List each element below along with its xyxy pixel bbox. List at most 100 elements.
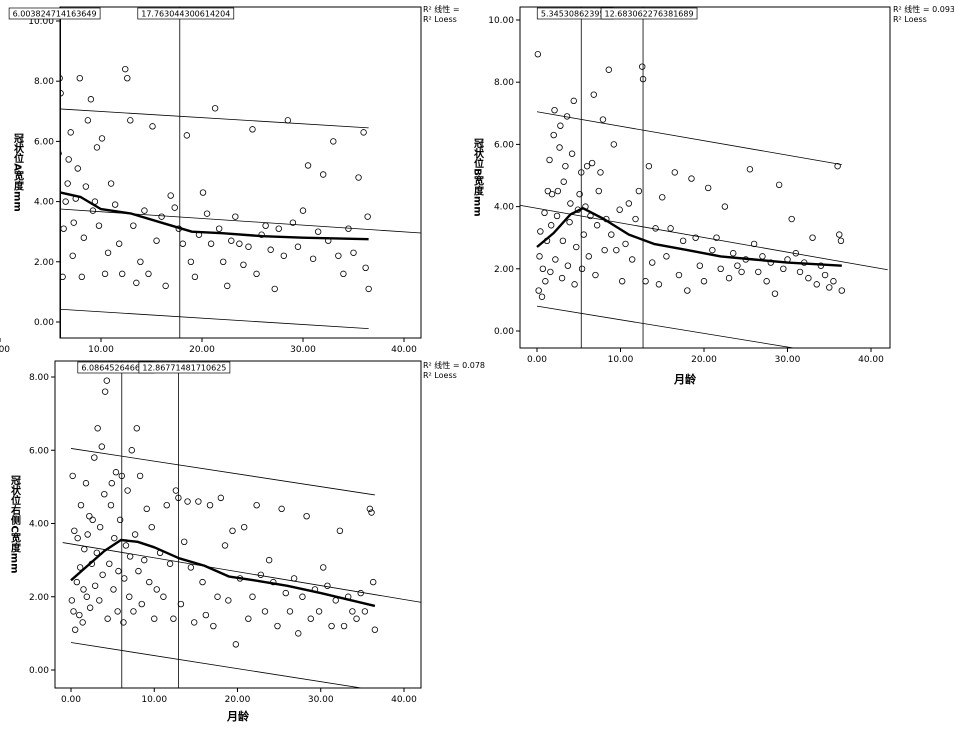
data-point	[91, 454, 98, 461]
x-tick-label: 20.00	[225, 695, 251, 705]
data-point	[89, 516, 96, 524]
reference-label: 12.86771481710625	[142, 364, 226, 373]
data-point	[0, 283, 5, 289]
y-tick-label: 6.00	[34, 137, 54, 147]
data-point	[70, 219, 77, 226]
data-point	[64, 180, 71, 187]
data-point	[73, 578, 81, 586]
data-point	[663, 253, 670, 260]
data-point	[534, 51, 542, 58]
data-point	[578, 265, 586, 272]
data-point	[809, 234, 816, 241]
data-point	[217, 494, 225, 502]
data-point	[295, 630, 302, 637]
data-point	[597, 169, 604, 176]
x-tick-label: 30.00	[775, 355, 801, 365]
data-point	[121, 575, 128, 582]
y-axis-label: 冠状位A宽度mm	[12, 133, 25, 212]
data-point	[40, 271, 46, 277]
data-point	[535, 287, 542, 294]
data-point	[335, 252, 342, 259]
data-point	[30, 169, 36, 175]
data-point	[191, 619, 198, 626]
data-point	[734, 262, 741, 269]
y-tick-label: 8.00	[34, 77, 54, 87]
data-point	[62, 198, 69, 205]
data-point	[130, 222, 137, 229]
data-point	[195, 498, 202, 505]
data-point	[559, 237, 567, 245]
data-point	[245, 243, 252, 250]
data-point	[120, 619, 127, 626]
data-point	[750, 240, 758, 248]
data-point	[16, 250, 22, 256]
data-point	[566, 218, 573, 226]
data-point	[158, 213, 165, 220]
data-point	[245, 615, 252, 622]
data-point	[541, 209, 548, 217]
data-point	[580, 231, 587, 238]
data-point	[557, 122, 564, 129]
data-point	[595, 187, 602, 195]
data-point	[141, 556, 148, 564]
data-point	[76, 611, 83, 619]
data-point	[78, 273, 86, 281]
x-tick-label: 20.00	[691, 355, 717, 365]
data-point	[538, 293, 546, 300]
data-point	[542, 278, 549, 285]
data-point	[645, 162, 653, 170]
data-point	[792, 250, 800, 257]
data-point	[547, 222, 555, 229]
data-point	[171, 204, 178, 211]
data-point	[96, 597, 103, 604]
data-point	[330, 138, 337, 145]
data-point	[41, 241, 47, 247]
data-point	[357, 589, 364, 597]
data-point	[101, 388, 109, 395]
data-point	[659, 194, 666, 201]
data-point	[713, 234, 720, 241]
data-point	[69, 472, 76, 480]
x-tick-label: 30.00	[290, 345, 316, 355]
data-point	[136, 472, 144, 480]
data-point	[2, 229, 8, 235]
data-point	[349, 608, 356, 615]
data-point	[788, 215, 795, 223]
data-point	[585, 253, 592, 260]
data-point	[286, 608, 294, 615]
data-point	[608, 231, 615, 238]
data-point	[122, 542, 130, 549]
data-point	[240, 523, 248, 531]
data-point	[253, 501, 260, 509]
data-point	[294, 243, 302, 250]
data-point	[639, 75, 647, 83]
data-point	[124, 74, 131, 82]
data-point	[53, 214, 59, 220]
data-point	[578, 169, 585, 176]
data-point	[106, 560, 113, 567]
data-point	[328, 622, 335, 630]
y-tick-label: 2.00	[494, 265, 514, 275]
upper-interval-line	[536, 111, 842, 166]
data-point	[48, 130, 54, 136]
data-point	[249, 126, 256, 133]
data-point	[110, 586, 117, 593]
plot-area	[62, 361, 421, 688]
data-point	[362, 264, 369, 272]
data-point	[340, 622, 348, 630]
data-point	[179, 240, 187, 247]
data-point	[821, 271, 829, 279]
data-point	[622, 240, 629, 248]
data-point	[83, 593, 91, 600]
data-point	[590, 91, 597, 98]
y-tick-label: 10.00	[28, 17, 54, 27]
data-point	[166, 560, 174, 567]
data-point	[160, 593, 167, 600]
data-point	[289, 219, 297, 226]
data-point	[126, 553, 134, 560]
data-point	[60, 225, 67, 232]
y-tick-label: 8.00	[29, 373, 49, 383]
data-point	[236, 240, 243, 247]
data-point	[93, 549, 101, 556]
data-point	[282, 589, 289, 597]
